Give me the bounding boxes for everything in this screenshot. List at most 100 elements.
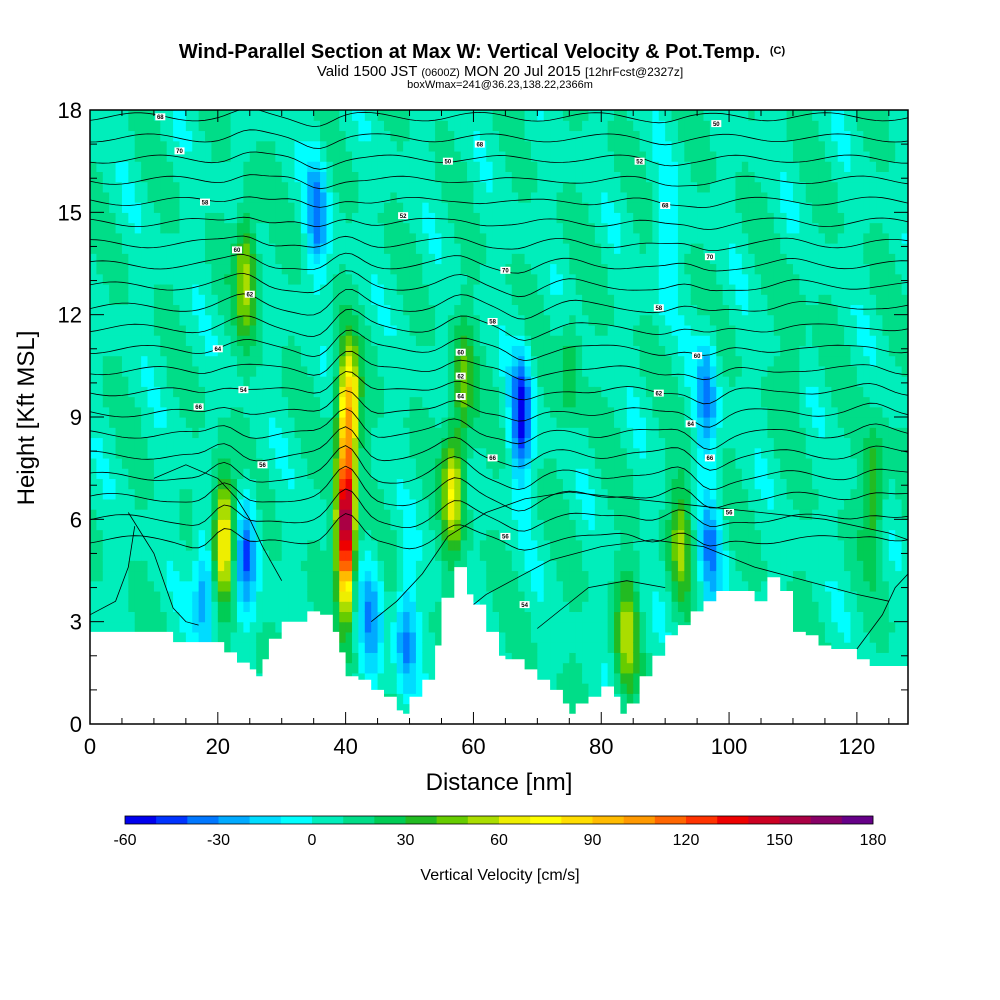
w-cell [518, 529, 526, 541]
w-cell [320, 191, 328, 203]
w-cell [511, 263, 519, 275]
w-cell [243, 488, 251, 500]
w-cell [435, 345, 443, 357]
w-cell [569, 529, 577, 541]
w-cell [575, 130, 583, 142]
w-cell [115, 376, 123, 387]
w-cell [153, 590, 161, 602]
w-cell [173, 273, 181, 285]
w-cell [326, 539, 334, 551]
w-cell [486, 570, 494, 582]
w-cell [556, 110, 564, 121]
w-cell [147, 150, 155, 162]
w-cell [198, 498, 206, 510]
w-cell [211, 509, 219, 520]
w-cell [352, 406, 360, 418]
w-cell [256, 447, 264, 459]
w-cell [614, 130, 622, 142]
w-cell [473, 273, 481, 285]
w-cell [486, 202, 494, 213]
w-cell [352, 345, 360, 357]
w-cell [166, 273, 174, 285]
w-cell [601, 314, 609, 326]
w-cell [403, 140, 411, 152]
w-cell [594, 345, 602, 357]
w-cell [409, 181, 417, 193]
w-cell [102, 396, 110, 408]
w-cell [556, 212, 564, 224]
w-cell [217, 304, 225, 316]
w-cell [352, 376, 360, 387]
w-cell [569, 355, 577, 367]
w-cell [403, 570, 411, 582]
w-cell [339, 314, 347, 326]
w-cell [294, 222, 302, 234]
w-cell [141, 611, 149, 623]
w-cell [230, 335, 238, 346]
w-cell [179, 253, 187, 265]
w-cell [396, 283, 404, 295]
w-cell [332, 181, 340, 193]
w-cell [569, 314, 577, 326]
w-cell [115, 150, 123, 162]
w-cell [249, 570, 257, 582]
w-cell [492, 110, 500, 121]
w-cell [403, 314, 411, 326]
w-cell [217, 437, 225, 449]
w-cell [236, 560, 244, 572]
w-cell [179, 304, 187, 316]
w-cell [435, 263, 443, 275]
w-cell [313, 498, 321, 510]
w-cell [447, 314, 455, 326]
w-cell [383, 191, 391, 203]
w-cell [173, 396, 181, 408]
w-cell [537, 539, 545, 551]
w-cell [518, 150, 526, 162]
w-cell [249, 243, 257, 254]
w-cell [249, 550, 257, 561]
w-cell [243, 263, 251, 275]
w-cell [473, 437, 481, 449]
w-cell [499, 314, 506, 326]
w-cell [217, 611, 225, 623]
w-cell [486, 386, 494, 398]
w-cell [607, 498, 615, 510]
w-cell [550, 294, 558, 306]
w-cell [383, 283, 391, 295]
w-cell [505, 468, 513, 479]
w-cell [364, 130, 372, 142]
w-cell [128, 181, 136, 193]
w-cell [109, 570, 117, 582]
w-cell [358, 642, 366, 653]
w-cell [550, 509, 558, 520]
w-cell [415, 621, 423, 633]
w-cell [492, 580, 500, 592]
w-cell [588, 345, 596, 357]
w-cell [556, 294, 564, 306]
w-cell [320, 335, 328, 346]
w-cell [121, 406, 129, 418]
w-cell [262, 324, 270, 336]
w-cell [179, 161, 187, 172]
w-cell [217, 314, 225, 326]
w-cell [383, 314, 391, 326]
w-cell [307, 181, 315, 193]
w-cell [607, 580, 615, 592]
w-cell [377, 304, 385, 316]
w-cell [499, 417, 506, 428]
w-cell [447, 324, 455, 336]
w-cell [505, 140, 513, 152]
w-cell [102, 314, 110, 326]
w-cell [224, 345, 232, 357]
w-cell [409, 642, 417, 653]
w-cell [511, 294, 519, 306]
w-cell [460, 457, 468, 469]
w-cell [447, 396, 455, 408]
w-cell [569, 703, 577, 715]
w-cell [339, 580, 347, 592]
w-cell [192, 253, 200, 265]
w-cell [211, 243, 219, 254]
w-cell [147, 580, 155, 592]
w-cell [601, 294, 609, 306]
w-cell [109, 365, 117, 377]
